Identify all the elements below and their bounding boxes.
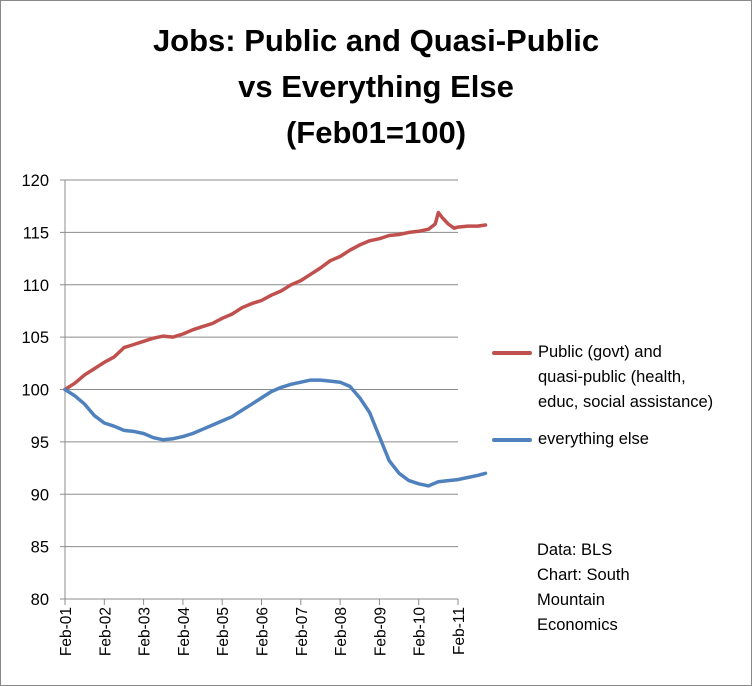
x-tick-label: Feb-03 [137,607,154,656]
legend-label-public-1: Public (govt) and [538,343,662,361]
y-tick-label: 105 [21,329,49,347]
x-tick-label: Feb-10 [412,607,429,656]
y-tick-label: 80 [31,591,49,609]
source-line-1: Data: BLS [537,541,613,559]
source-note: Data: BLS Chart: South Mountain Economic… [537,538,737,638]
chart-title-line-1: Jobs: Public and Quasi-Public [152,23,600,58]
x-tick-label: Feb-01 [58,607,75,656]
y-tick-label: 95 [31,434,49,452]
source-line-4: Economics [537,616,618,634]
legend-swatch-everything-else [492,438,532,442]
x-tick-label: Feb-02 [97,607,114,656]
source-line-2: Chart: South [537,566,630,584]
x-tick-label: Feb-05 [215,607,232,656]
x-tick-label: Feb-04 [176,607,193,656]
y-tick-label: 115 [23,224,49,242]
legend: Public (govt) and quasi-public (health, … [492,340,742,452]
y-tick-label: 110 [23,277,49,295]
x-tick-label: Feb-06 [255,607,272,656]
series-line-everything-else [63,378,488,488]
series-line-public [63,210,488,392]
x-tick-label: Feb-08 [333,607,350,656]
legend-label-public-3: educ, social assistance) [538,393,714,411]
y-tick-label: 100 [21,382,49,400]
x-tick-label: Feb-07 [294,607,311,656]
chart-title: Jobs: Public and Quasi-Public vs Everyth… [0,18,752,156]
chart-title-line-3: (Feb01=100) [285,115,467,150]
legend-label-public-2: quasi-public (health, [538,368,686,386]
legend-swatch-public [492,351,532,355]
y-tick-label: 90 [31,486,49,504]
x-tick-label: Feb-09 [372,607,389,656]
legend-label-everything-else: everything else [538,430,649,448]
legend-item-public: Public (govt) and quasi-public (health, … [492,340,742,415]
legend-item-everything-else: everything else [492,427,742,452]
y-tick-label: 85 [31,539,49,557]
source-line-3: Mountain [537,591,605,609]
y-tick-label: 120 [21,172,49,190]
x-tick-label: Feb-11 [451,607,468,655]
chart-title-line-2: vs Everything Else [238,69,514,104]
